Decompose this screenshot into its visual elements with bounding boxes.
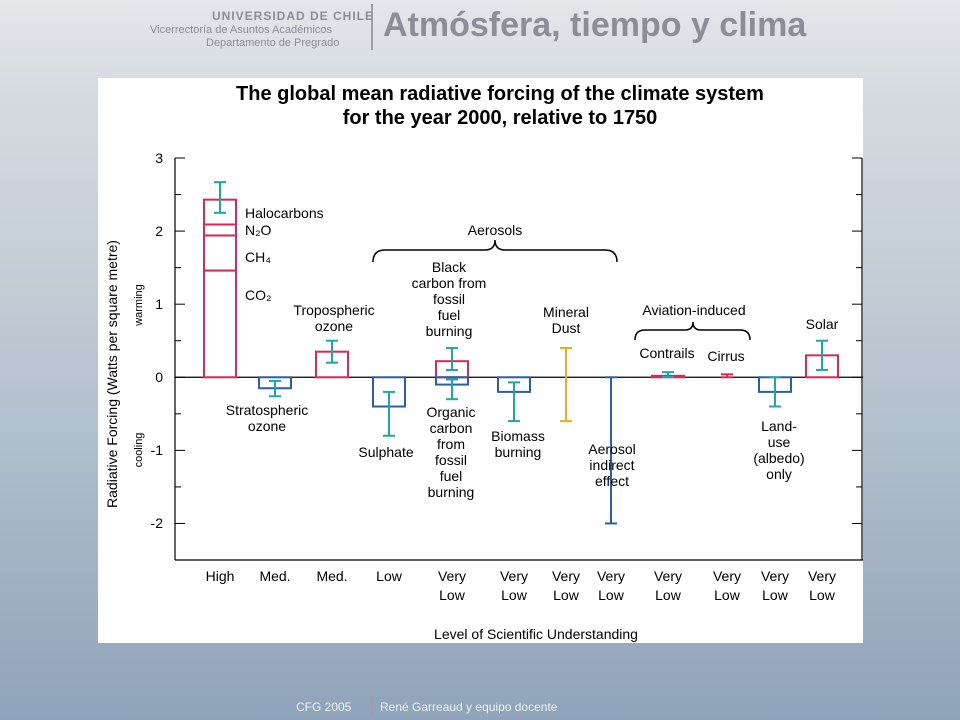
losu-label: Very Low (437, 568, 467, 603)
forcing-label: CO₂ (245, 287, 272, 303)
losu-label: Med. (316, 568, 348, 584)
losu-label: Very Low (712, 568, 742, 603)
y-tick-label: 2 (155, 223, 163, 240)
forcing-label: Biomass burning (491, 428, 545, 460)
y-axis-label: Radiative Forcing (Watts per square metr… (104, 240, 120, 508)
forcing-label: CH₄ (245, 249, 271, 265)
forcing-label: Sulphate (358, 444, 414, 460)
footer-authors: René Garreaud y equipo docente (380, 700, 558, 714)
losu-label: Med. (259, 568, 291, 584)
group-label: Aviation-induced (642, 302, 746, 318)
office: Vicerrectoría de Asuntos Académicos (150, 24, 333, 36)
losu-label: Very Low (760, 568, 790, 603)
losu-label: Very Low (596, 568, 626, 603)
forcing-label: Land- use (albedo) only (753, 418, 805, 482)
y-tick-label: 3 (155, 150, 163, 166)
group-label: Aerosols (467, 222, 523, 238)
losu-label: High (205, 568, 235, 584)
forcing-label: Solar (805, 316, 839, 332)
chart-title-line: for the year 2000, relative to 1750 (342, 107, 658, 129)
chart-panel (98, 78, 863, 643)
aviation-brace (634, 321, 751, 341)
aerosols-brace (372, 239, 618, 263)
institution: UNIVERSIDAD DE CHILE (212, 9, 375, 23)
forcing-label: Cirrus (707, 348, 745, 364)
forcing-label: Contrails (639, 345, 695, 361)
course-title: Atmósfera, tiempo y clima (383, 6, 807, 44)
x-axis-label: Level of Scientific Understanding (434, 626, 638, 642)
y-tick-label: -2 (150, 515, 163, 532)
forcing-label: N₂O (245, 222, 272, 238)
y-tick-label: -1 (150, 442, 163, 459)
losu-label: Low (376, 568, 402, 584)
forcing-label: Aerosol indirect effect (588, 441, 636, 489)
forcing-label: Black carbon from fossil fuel burning (411, 259, 487, 339)
losu-label: Very Low (807, 568, 837, 603)
chart-title-line: The global mean radiative forcing of the… (236, 83, 764, 105)
department: Departamento de Pregrado (206, 37, 340, 49)
y-tick-label: 0 (155, 369, 163, 386)
forcing-label: Mineral Dust (543, 304, 589, 336)
forcing-label: Stratospheric ozone (225, 402, 309, 434)
forcing-label: Organic carbon from fossil fuel burning (426, 404, 476, 500)
forcing-label: Halocarbons (245, 205, 324, 221)
losu-label: Very Low (653, 568, 683, 603)
losu-label: Very Low (551, 568, 581, 603)
y-tick-label: 1 (155, 296, 163, 313)
forcing-label: Tropospheric ozone (293, 302, 375, 334)
footer-code: CFG 2005 (296, 700, 352, 714)
losu-label: Very Low (499, 568, 529, 603)
